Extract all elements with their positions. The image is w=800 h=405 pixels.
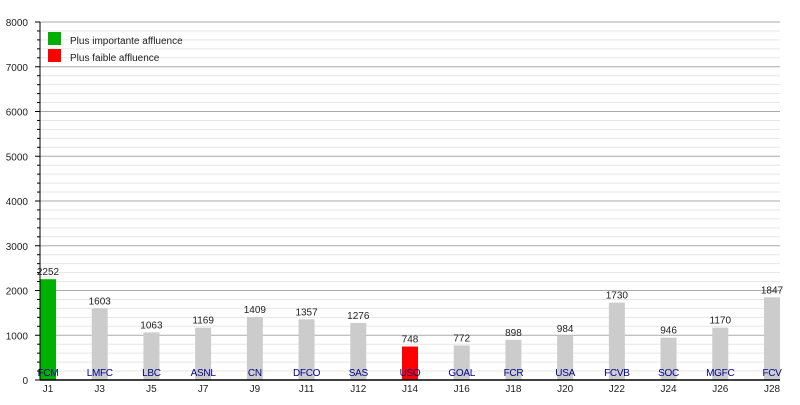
y-tick-label: 5000 [6,152,29,163]
bar-J28 [764,297,780,380]
x-tick-label: J14 [402,384,419,395]
bar-J11 [298,319,315,380]
data-label: 898 [505,328,522,339]
bar-J9 [246,316,263,380]
data-label: 2252 [37,267,60,278]
y-tick-label: 7000 [6,63,29,74]
data-label: 1170 [710,316,732,327]
y-tick-label: 8000 [6,18,29,29]
bar-J3 [91,308,108,380]
team-label: ASNL [191,368,217,379]
bar-J24 [660,337,677,380]
data-label: 1357 [295,307,318,318]
x-tick-label: J26 [712,384,729,395]
x-tick-label: J11 [299,384,315,395]
x-tick-label: J7 [198,384,209,395]
axes: 0 1000 2000 3000 4000 5000 6000 7000 8000 J1 J3 J5 J… [6,18,781,395]
bar-J22 [608,302,625,380]
team-label: FCR [504,368,524,379]
x-tick-label: J3 [94,384,105,395]
x-tick-label: J1 [43,384,54,395]
data-label: 1169 [192,316,214,327]
x-tick-label: J22 [609,384,626,395]
x-tick-label: J9 [250,384,261,395]
team-label: SAS [349,368,369,379]
x-tick-label: J18 [505,384,522,395]
data-label: 1730 [606,291,629,302]
legend-swatch-max [48,32,61,45]
data-label: 772 [453,333,470,344]
data-label: 1409 [244,305,267,316]
team-label: DFCO [293,368,321,379]
y-tick-label: 0 [22,376,28,387]
y-tick-label: 3000 [6,242,29,253]
bars: 2252 FCM 1603 LMFC 1063 LBC 1169 ASNL 1409 CN 1357… [37,267,784,380]
y-tick-label: 6000 [6,108,29,119]
x-tick-label: J16 [454,384,471,395]
legend: Plus importante affluence Plus faible af… [48,32,183,64]
data-label: 1847 [761,285,784,296]
team-label: LBC [142,368,161,379]
x-tick-label: J28 [764,384,781,395]
gridlines [40,21,780,372]
bar-J14 [402,346,418,380]
legend-swatch-min [48,49,61,62]
legend-label-max: Plus importante affluence [70,36,183,47]
bar-J7 [195,327,212,380]
x-tick-label: J20 [557,384,574,395]
team-label: FCVB [604,368,630,379]
data-label: 748 [402,335,419,346]
team-label: USO [400,368,421,379]
y-tick-label: 4000 [6,197,29,208]
team-label: FCV [762,368,782,379]
y-tick-label: 2000 [6,287,29,298]
team-label: CN [248,368,262,379]
data-label: 1603 [89,296,112,307]
team-label: GOAL [448,368,475,379]
x-tick-label: J12 [350,384,367,395]
data-label: 1063 [140,320,163,331]
data-label: 984 [557,324,574,335]
team-label: SOC [658,368,679,379]
data-label: 946 [660,326,677,337]
bar-J18 [505,339,522,380]
bar-J12 [350,322,367,380]
legend-label-min: Plus faible affluence [70,53,160,64]
x-tick-label: J24 [661,384,678,395]
bar-J16 [453,345,470,380]
y-tick-label: 1000 [6,331,29,342]
bar-J20 [557,335,574,380]
team-label: FCM [38,368,59,379]
bar-J26 [712,327,729,380]
team-label: MGFC [706,368,734,379]
bar-J5 [143,332,160,380]
team-label: USA [555,368,575,379]
team-label: LMFC [87,368,113,379]
data-label: 1276 [347,311,370,322]
x-tick-label: J5 [146,384,157,395]
bar-J1 [40,279,56,380]
